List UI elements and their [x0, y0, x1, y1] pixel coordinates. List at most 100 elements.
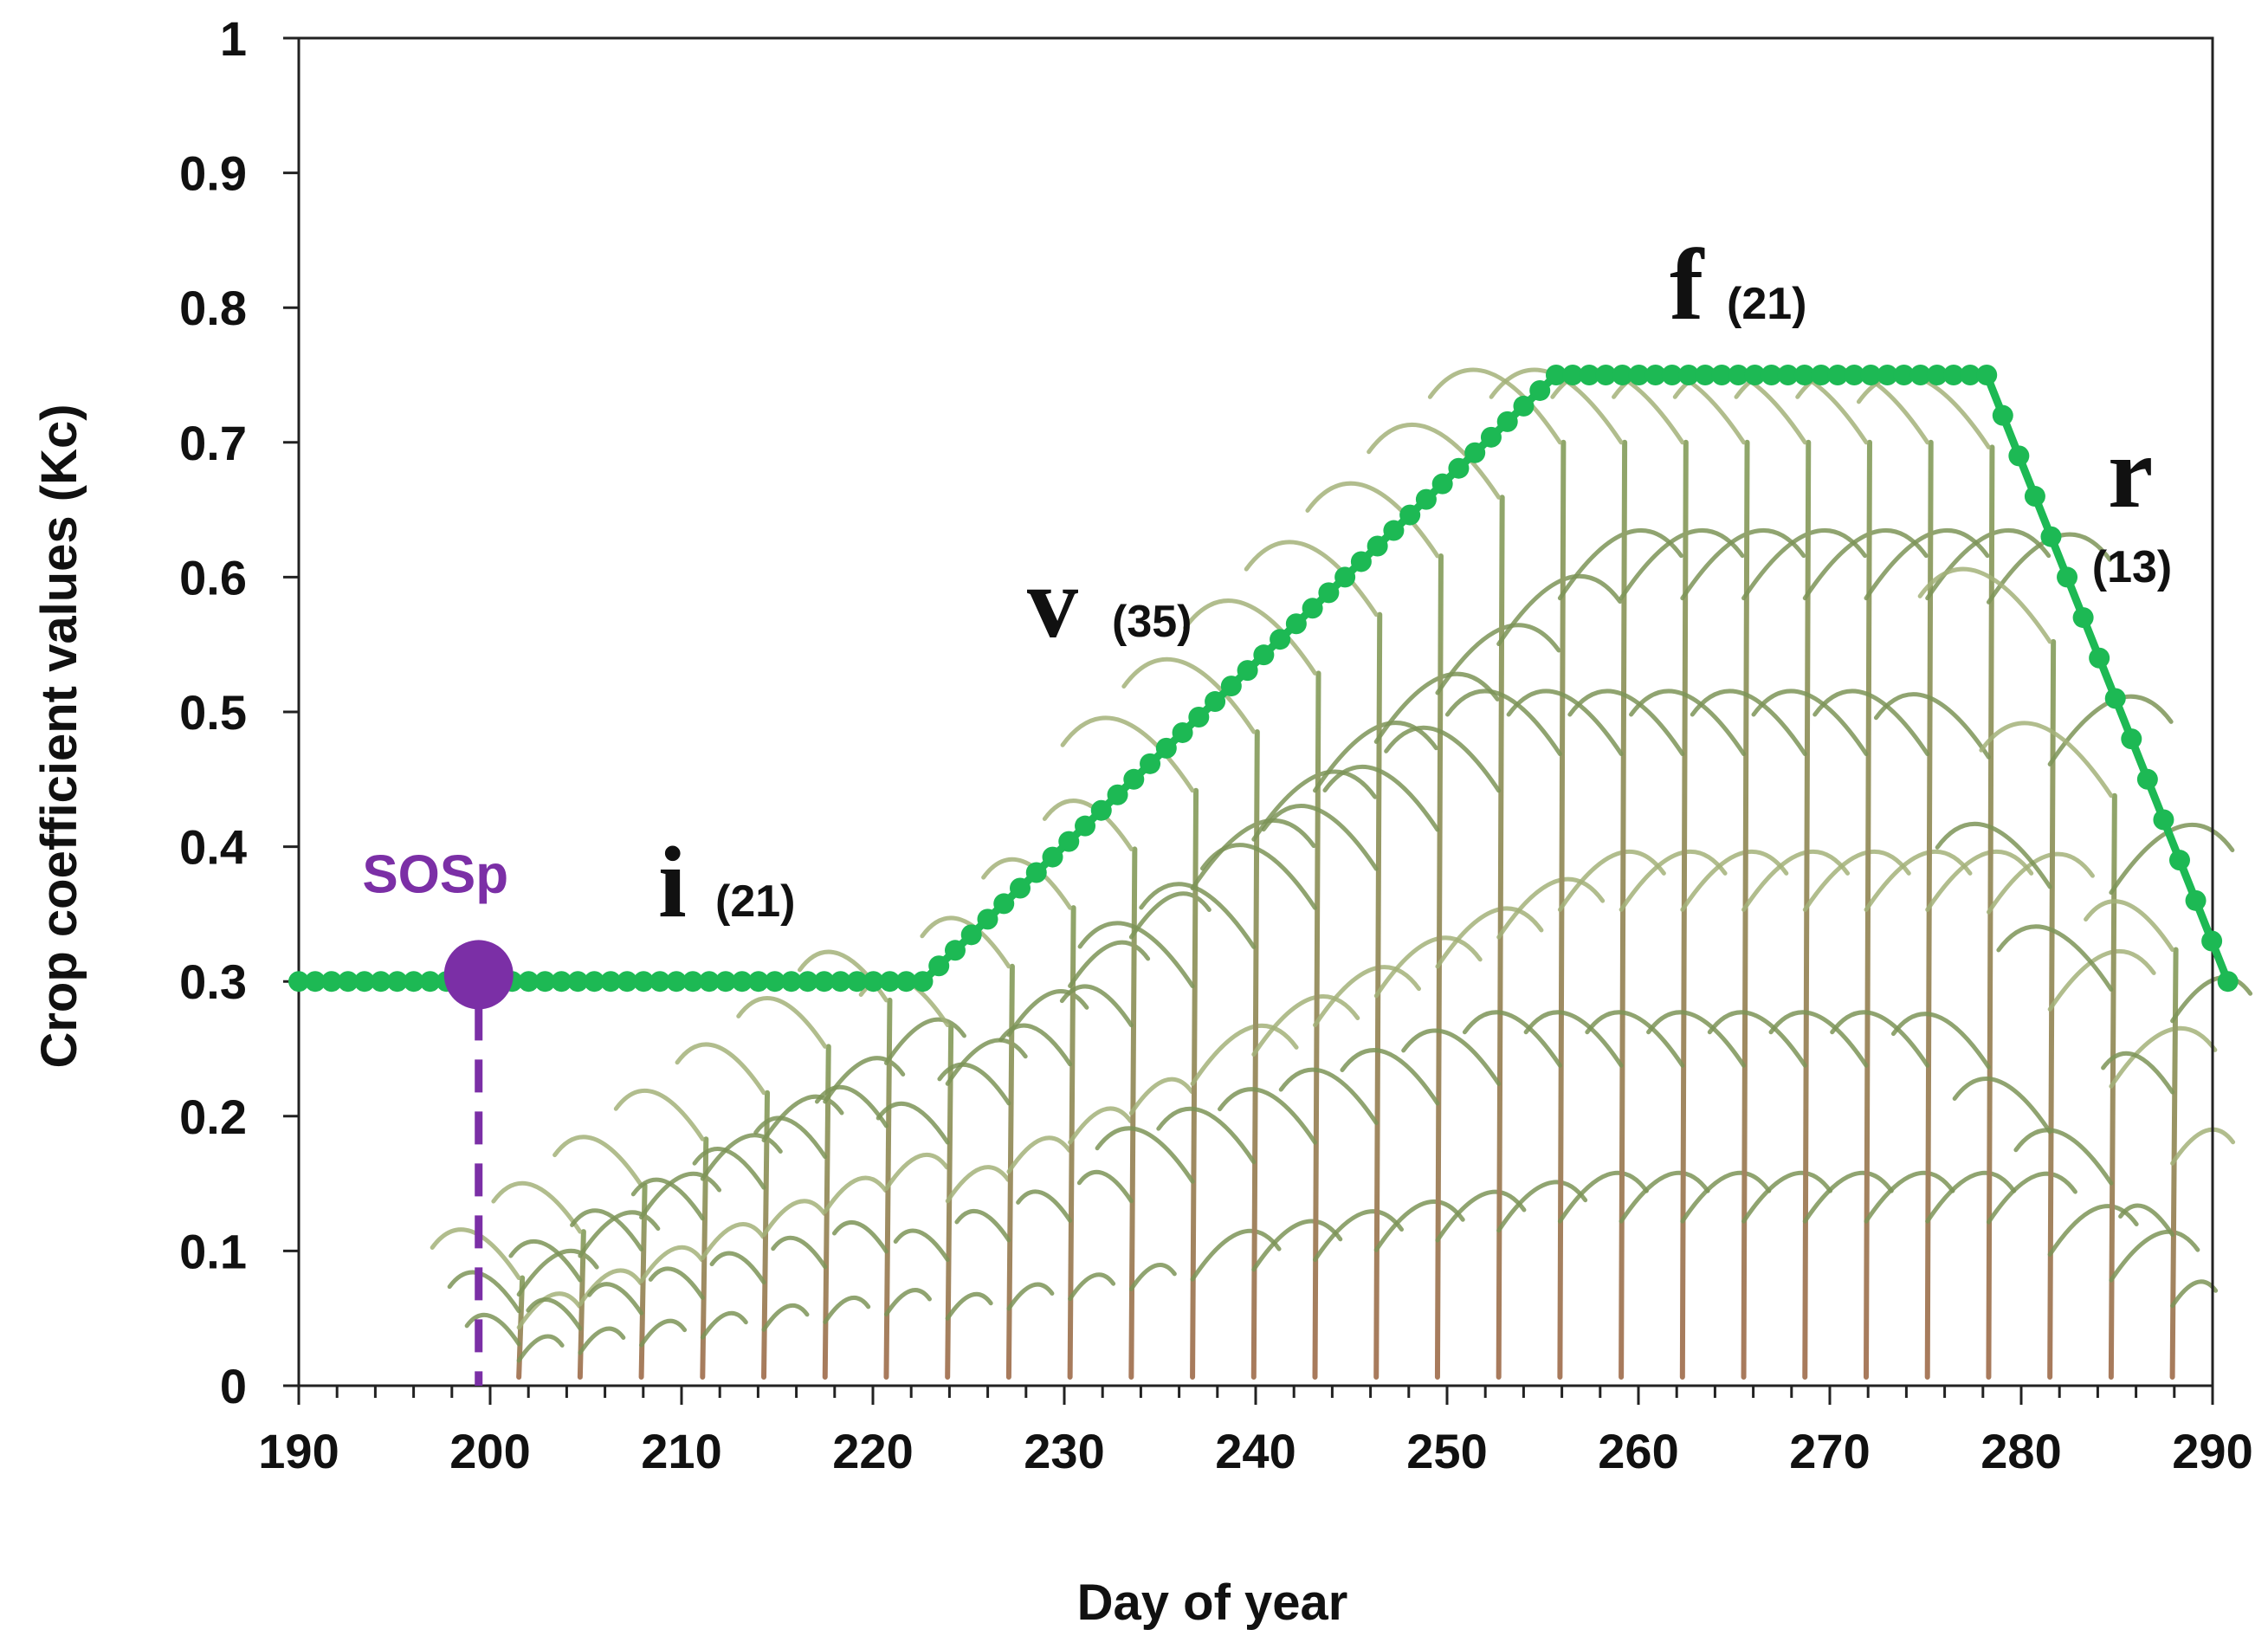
x-axis-title: Day of year — [1077, 1575, 1348, 1631]
kc-point — [1367, 535, 1388, 557]
plant-leaf — [883, 1017, 966, 1065]
kc-point — [944, 940, 966, 961]
kc-point — [895, 971, 917, 993]
x-axis: 190 200 210 220 230 240 250 260 270 280 290 — [258, 1386, 2253, 1478]
plant-leaf — [814, 1084, 888, 1128]
plant-leaf — [1200, 843, 1318, 910]
plant-leaf — [998, 1023, 1073, 1067]
plant-leaf — [2109, 1025, 2218, 1089]
stage-v-count: (35) — [1112, 597, 1192, 647]
x-tick-label: 230 — [1024, 1424, 1104, 1478]
plant — [1917, 566, 2174, 1380]
kc-point — [1155, 737, 1177, 759]
plant-leaf — [516, 1334, 565, 1363]
kc-point — [304, 971, 326, 993]
kc-point — [1595, 365, 1617, 385]
plant-leaf — [1741, 528, 1868, 601]
kc-point — [1744, 365, 1766, 385]
kc-point — [1562, 365, 1584, 385]
plant-leaf — [1680, 1170, 1772, 1224]
kc-point — [2217, 971, 2239, 993]
plant-leaf — [1619, 849, 1728, 912]
x-tick-label: 200 — [449, 1424, 530, 1478]
kc-point — [1661, 365, 1683, 385]
plant-leaf — [508, 1239, 583, 1283]
kc-point — [649, 971, 671, 993]
plant-leaf — [761, 1199, 827, 1238]
kc-point — [337, 971, 359, 993]
kc-point — [1844, 365, 1865, 385]
plant-leaf — [876, 1101, 950, 1145]
kc-point — [960, 924, 982, 946]
kc-point — [403, 971, 424, 993]
plant-leaf — [1496, 573, 1623, 647]
kc-point — [320, 971, 342, 993]
plant-leaf — [1218, 1087, 1318, 1145]
plant-leaf — [1016, 1189, 1073, 1223]
plant — [1121, 656, 1378, 1380]
plant-leaf — [1802, 528, 1929, 601]
plant-leaf — [700, 1222, 766, 1261]
plant-leaf — [1128, 1077, 1194, 1116]
plant-leaf — [823, 1175, 888, 1214]
kc-point — [1383, 520, 1405, 541]
kc-point — [698, 971, 720, 993]
kc-point — [1253, 644, 1275, 666]
plant-leaf — [2170, 1279, 2219, 1309]
kc-point — [2072, 607, 2094, 629]
kc-point — [1793, 365, 1815, 385]
plant-leaf — [761, 1094, 844, 1142]
kc-point — [1399, 504, 1421, 526]
kc-point — [2040, 526, 2062, 547]
kc-point — [518, 971, 540, 993]
plant-leaf — [753, 1116, 828, 1160]
plant — [981, 857, 1151, 1380]
kc-point — [1860, 365, 1882, 385]
kc-point — [1448, 457, 1470, 479]
y-axis-title: Crop coefficient values (Kc) — [31, 404, 87, 1068]
kc-point — [1893, 365, 1915, 385]
plant-leaf — [1095, 1126, 1195, 1184]
y-tick-label: 0.4 — [179, 820, 247, 875]
kc-point — [1140, 753, 1161, 774]
plant-leaf — [1156, 1106, 1257, 1165]
plant-leaf — [954, 1208, 1011, 1243]
y-tick-label: 0.2 — [179, 1090, 247, 1144]
kc-point — [2024, 486, 2045, 508]
plant-leaf — [516, 1249, 599, 1297]
kc-point — [1090, 799, 1112, 821]
plant — [1489, 367, 1745, 1380]
plant-leaf — [1068, 1272, 1116, 1302]
plant-leaf — [1496, 1180, 1588, 1233]
plant-leaf — [552, 1135, 644, 1188]
plant-leaf — [587, 1282, 644, 1316]
kc-point — [1334, 566, 1356, 588]
plant-leaf — [1384, 725, 1502, 793]
kc-point — [1285, 613, 1307, 635]
plant-leaf — [945, 1038, 1028, 1086]
kc-point — [813, 971, 835, 993]
plant-leaf — [1619, 1170, 1710, 1224]
plant-leaf — [1506, 689, 1624, 757]
plant-leaf — [1444, 689, 1562, 757]
kc-point — [551, 971, 572, 993]
plant-leaf — [1427, 367, 1562, 445]
kc-point — [2089, 647, 2110, 669]
plant-leaf — [883, 1152, 949, 1191]
kc-point — [1237, 660, 1258, 682]
plant — [920, 915, 1089, 1380]
plant-leaf — [516, 1291, 582, 1330]
plant-leaf — [1006, 1282, 1055, 1311]
kc-point — [1960, 365, 1981, 385]
plant — [1427, 367, 1683, 1380]
stage-i-count: (21) — [715, 876, 795, 927]
kc-point — [1205, 691, 1226, 713]
plant-leaf — [1313, 965, 1422, 1028]
kc-point — [2008, 445, 2030, 467]
kc-point — [666, 971, 688, 993]
kc-point — [1172, 721, 1193, 743]
kc-point — [584, 971, 605, 993]
plant-leaf — [447, 1270, 521, 1314]
kc-point — [1695, 365, 1716, 385]
kc-point — [1529, 379, 1551, 401]
